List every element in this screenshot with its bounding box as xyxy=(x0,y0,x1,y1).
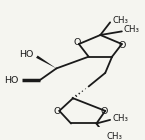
Polygon shape xyxy=(36,56,56,68)
Text: HO: HO xyxy=(4,76,18,85)
Text: O: O xyxy=(54,107,61,116)
Text: CH₃: CH₃ xyxy=(112,16,128,25)
Text: CH₃: CH₃ xyxy=(106,132,122,140)
Text: HO: HO xyxy=(20,50,34,59)
Text: O: O xyxy=(101,107,108,116)
Text: CH₃: CH₃ xyxy=(112,114,128,123)
Text: CH₃: CH₃ xyxy=(124,25,140,34)
Text: O: O xyxy=(118,41,126,50)
Text: O: O xyxy=(73,38,81,47)
